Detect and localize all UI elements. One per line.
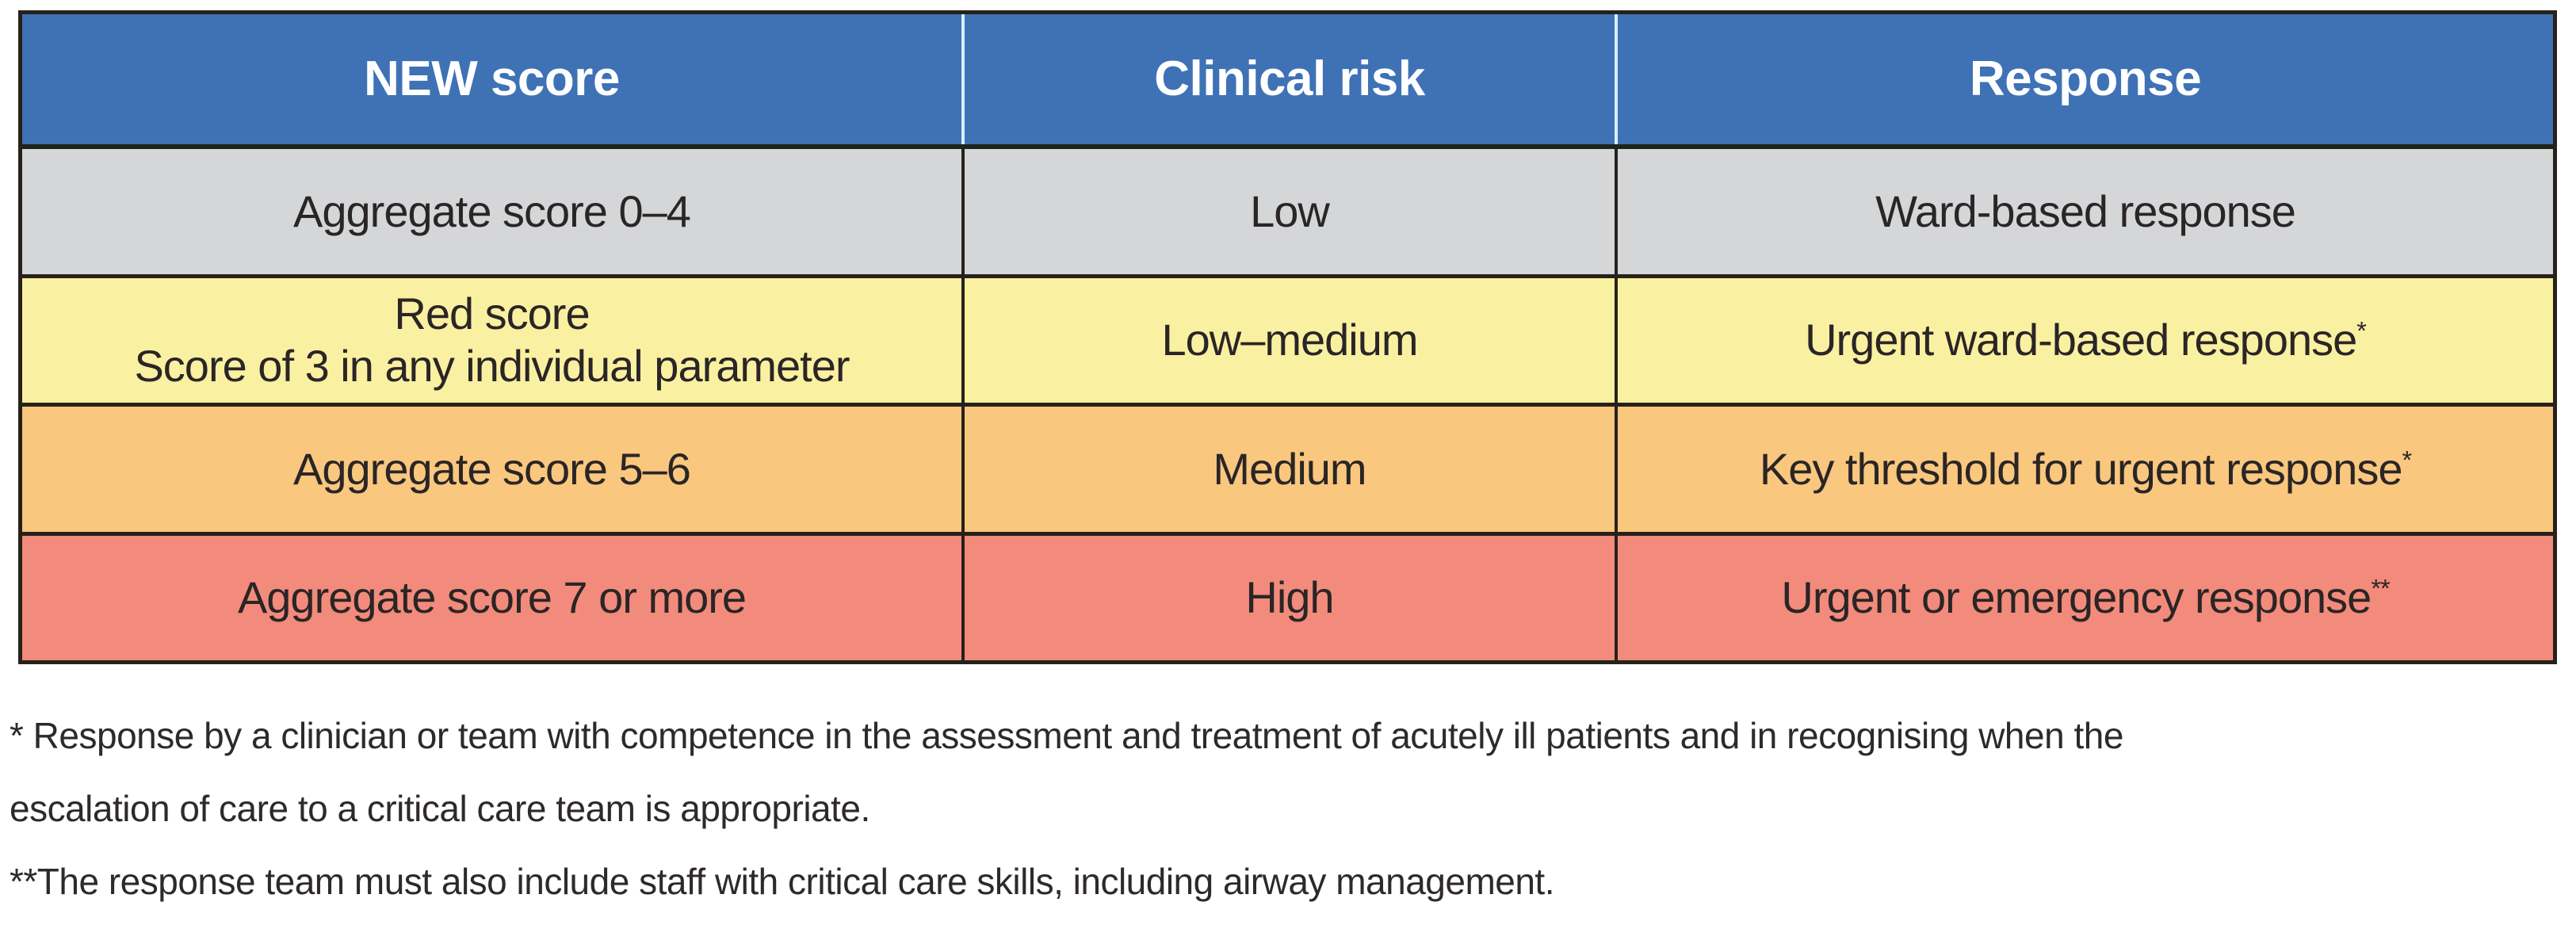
score-text: Aggregate score 7 or more	[237, 572, 747, 623]
new-score-table: NEW score Clinical risk Response Aggrega…	[18, 10, 2557, 664]
column-header-new-score: NEW score	[22, 14, 965, 144]
cell-new-score: Aggregate score 0–4	[22, 149, 965, 274]
score-text: Aggregate score 0–4	[293, 185, 691, 236]
table-row-low: Aggregate score 0–4 Low Ward-based respo…	[22, 149, 2553, 274]
table-row-medium: Aggregate score 5–6 Medium Key threshold…	[22, 403, 2553, 532]
cell-response: Urgent or emergency response**	[1618, 536, 2553, 661]
footnote-single-asterisk-line1: * Response by a clinician or team with c…	[10, 715, 2123, 756]
column-header-clinical-risk: Clinical risk	[965, 14, 1618, 144]
footnote-single-asterisk-line2: escalation of care to a critical care te…	[10, 788, 870, 829]
score-text: Aggregate score 5–6	[293, 443, 691, 494]
cell-response: Urgent ward-based response*	[1618, 278, 2553, 403]
footnote-marker: **	[2371, 574, 2390, 603]
footnote-marker: *	[2402, 445, 2412, 475]
footnote-double-asterisk: **The response team must also include st…	[10, 861, 1554, 902]
table-row-high: Aggregate score 7 or more High Urgent or…	[22, 531, 2553, 661]
cell-clinical-risk: Low–medium	[965, 277, 1618, 403]
table-header-row: NEW score Clinical risk Response	[22, 14, 2553, 149]
column-header-response: Response	[1969, 52, 2202, 107]
score-text-line2: Score of 3 in any individual parameter	[134, 341, 850, 392]
cell-clinical-risk: High	[965, 535, 1618, 660]
response-text: Urgent ward-based response	[1805, 315, 2357, 365]
response-text: Ward-based response	[1875, 185, 2296, 236]
response-text: Key threshold for urgent response	[1759, 443, 2403, 494]
cell-response: Ward-based response	[1618, 149, 2553, 274]
footnote-marker: *	[2356, 316, 2367, 346]
score-text: Red score	[394, 289, 590, 339]
cell-clinical-risk: Low	[965, 149, 1618, 274]
cell-new-score: Red score Score of 3 in any individual p…	[22, 277, 965, 403]
cell-new-score: Aggregate score 5–6	[22, 407, 965, 532]
cell-new-score: Aggregate score 7 or more	[22, 535, 965, 660]
table-row-low-medium: Red score Score of 3 in any individual p…	[22, 273, 2553, 403]
response-text: Urgent or emergency response	[1781, 572, 2372, 623]
cell-response: Key threshold for urgent response*	[1618, 407, 2553, 532]
footnotes: * Response by a clinician or team with c…	[10, 699, 2530, 918]
cell-clinical-risk: Medium	[965, 407, 1618, 532]
